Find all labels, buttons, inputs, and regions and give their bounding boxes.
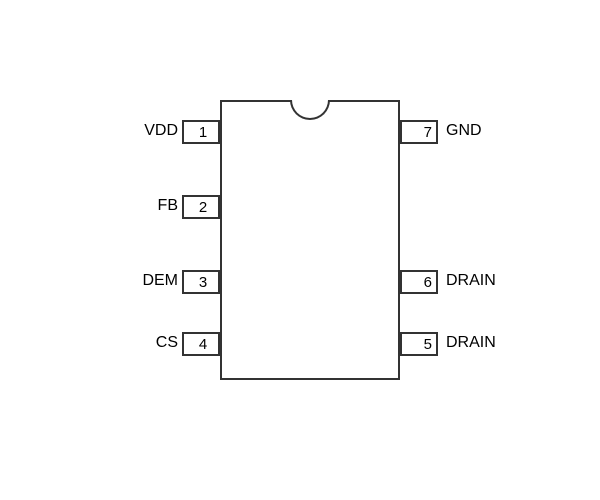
pin1-box: 1 bbox=[182, 120, 220, 144]
pin6-box: 6 bbox=[400, 270, 438, 294]
pin5-label: DRAIN bbox=[446, 334, 516, 352]
pin5-num: 5 bbox=[424, 336, 432, 353]
pin3-num: 3 bbox=[199, 274, 207, 291]
pin1-num: 1 bbox=[199, 124, 207, 141]
pin4-num: 4 bbox=[199, 336, 207, 353]
pin2-num: 2 bbox=[199, 199, 207, 216]
pin7-label: GND bbox=[446, 122, 516, 140]
pin5-box: 5 bbox=[400, 332, 438, 356]
pin6-label: DRAIN bbox=[446, 272, 516, 290]
pin2-label: FB bbox=[118, 197, 178, 215]
pin2-box: 2 bbox=[182, 195, 220, 219]
pin4-label: CS bbox=[118, 334, 178, 352]
pin7-box: 7 bbox=[400, 120, 438, 144]
chip-body bbox=[220, 100, 400, 380]
pin3-label: DEM bbox=[118, 272, 178, 290]
pin6-num: 6 bbox=[424, 274, 432, 291]
pin3-box: 3 bbox=[182, 270, 220, 294]
pin4-box: 4 bbox=[182, 332, 220, 356]
ic-pinout-diagram: VDD 1 FB 2 DEM 3 CS 4 7 GND 6 DRAIN 5 DR… bbox=[90, 100, 510, 400]
chip-notch bbox=[290, 100, 330, 120]
pin7-num: 7 bbox=[424, 124, 432, 141]
pin1-label: VDD bbox=[118, 122, 178, 140]
